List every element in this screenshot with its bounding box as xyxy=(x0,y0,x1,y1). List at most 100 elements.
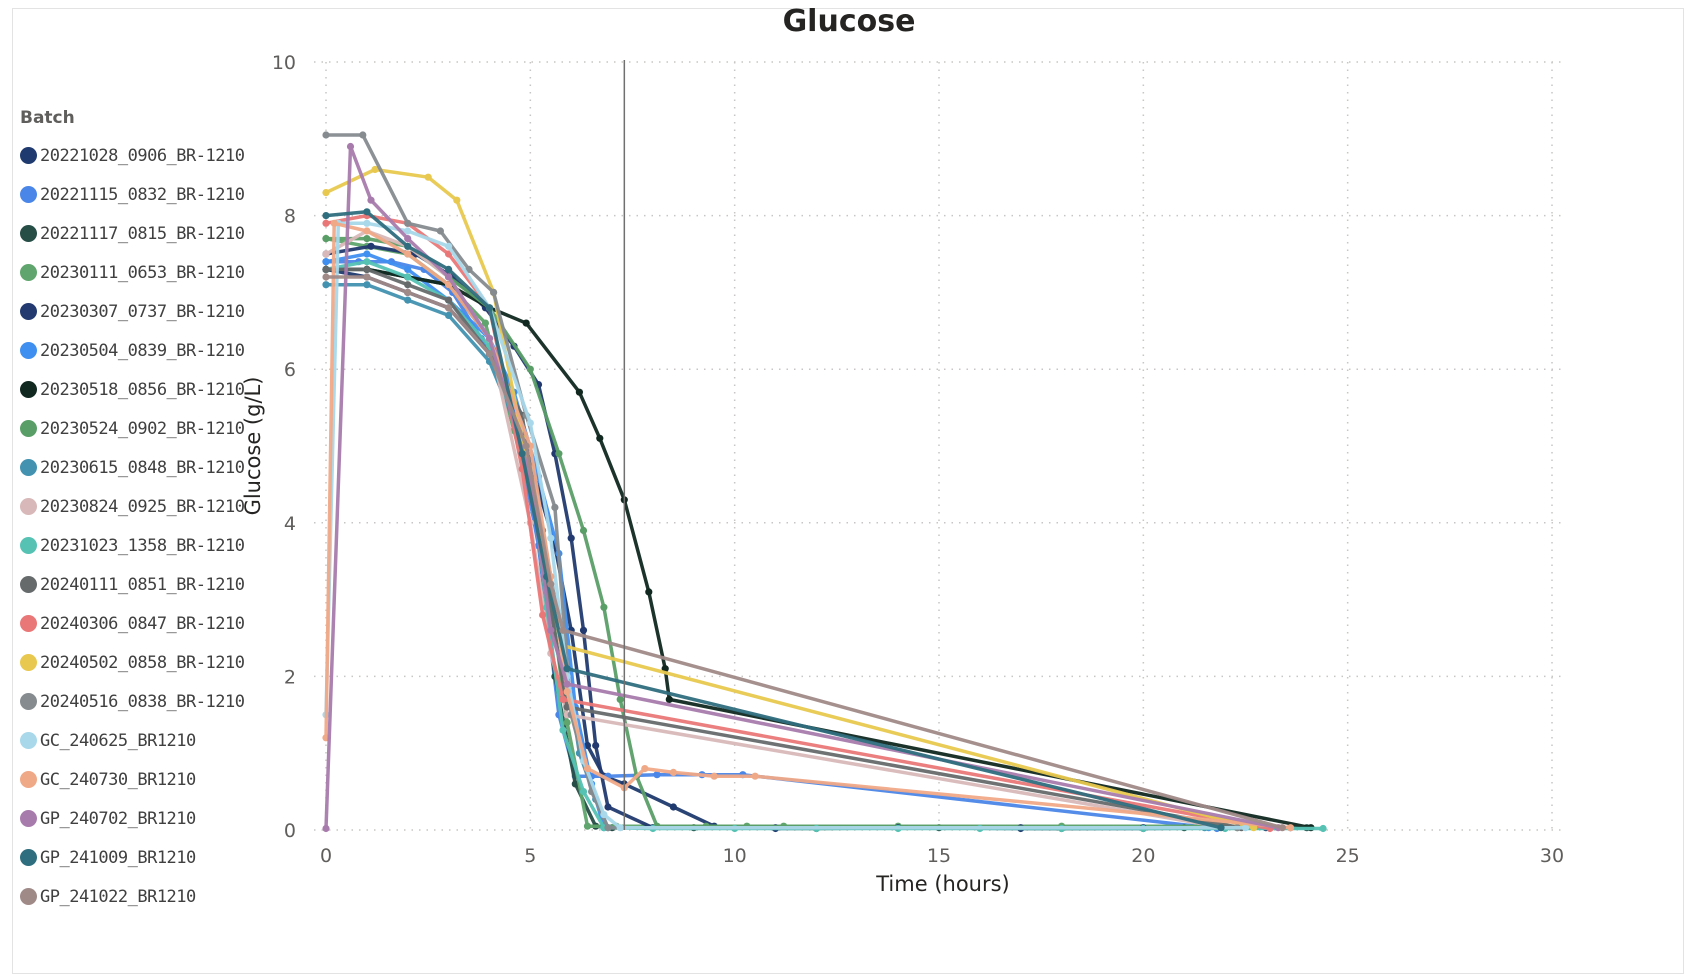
legend-label: 20221117_0815_BR-1210 xyxy=(40,223,245,244)
series-point xyxy=(322,219,330,227)
series-line-14 xyxy=(324,133,1240,830)
chart-frame xyxy=(12,8,1684,974)
series-point xyxy=(445,265,453,273)
series-point xyxy=(404,250,412,258)
series-point xyxy=(424,173,432,181)
legend-item[interactable]: 20231023_1358_BR-1210 xyxy=(20,526,245,565)
legend-item[interactable]: 20230518_0856_BR-1210 xyxy=(20,370,245,409)
legend-item[interactable]: GC_240730_BR1210 xyxy=(20,760,244,799)
x-tick-label: 10 xyxy=(723,845,747,867)
series-point xyxy=(559,695,567,704)
series-point xyxy=(322,212,330,220)
legend-marker xyxy=(20,537,37,554)
series-point xyxy=(579,626,588,634)
series-point xyxy=(436,227,444,235)
series-point xyxy=(363,281,371,289)
legend-item[interactable]: GP_241009_BR1210 xyxy=(20,838,244,877)
legend-marker xyxy=(20,147,37,164)
legend-item[interactable]: 20230307_0737_BR-1210 xyxy=(20,292,245,331)
legend-label: 20240306_0847_BR-1210 xyxy=(40,613,245,634)
series-point xyxy=(555,450,563,458)
legend-marker xyxy=(20,654,37,671)
series-point xyxy=(583,741,592,750)
legend-label: 20240111_0851_BR-1210 xyxy=(40,574,245,595)
series-point xyxy=(322,265,330,273)
series-point xyxy=(1278,824,1286,832)
series-point xyxy=(481,319,489,327)
legend-label: GP_241009_BR1210 xyxy=(40,847,196,868)
legend-item[interactable]: GP_240702_BR1210 xyxy=(20,799,244,838)
series-point xyxy=(367,196,375,204)
legend-label: 20240516_0838_BR-1210 xyxy=(40,691,245,712)
series-point xyxy=(575,388,584,396)
series-point xyxy=(1217,824,1225,832)
series-point xyxy=(567,534,575,542)
series-point xyxy=(559,726,567,734)
legend-item[interactable]: 20240111_0851_BR-1210 xyxy=(20,565,245,604)
legend-item[interactable]: 20230111_0653_BR-1210 xyxy=(20,253,245,292)
series-point xyxy=(563,665,571,673)
legend-item[interactable]: 20230524_0902_BR-1210 xyxy=(20,409,245,448)
series-point xyxy=(551,503,559,511)
series-point xyxy=(563,680,571,688)
legend-label: GP_241022_BR1210 xyxy=(40,886,196,907)
legend-marker xyxy=(20,732,37,749)
series-point xyxy=(363,265,371,273)
series-point xyxy=(592,741,600,750)
series-point xyxy=(322,131,330,139)
series-point xyxy=(363,208,371,216)
series-point xyxy=(404,265,412,273)
series-point xyxy=(322,824,330,833)
legend-item[interactable]: 20221028_0906_BR-1210 xyxy=(20,136,245,175)
legend-marker xyxy=(20,303,37,320)
series-point xyxy=(616,695,624,704)
series-point xyxy=(346,142,355,151)
series-point xyxy=(526,419,534,427)
series-point xyxy=(445,304,453,312)
legend-label: 20230824_0925_BR-1210 xyxy=(40,496,245,517)
legend-item[interactable]: 20230615_0848_BR-1210 xyxy=(20,448,245,487)
series-point xyxy=(359,131,367,139)
series-point xyxy=(322,235,330,243)
legend-item[interactable]: GP_241022_BR1210 xyxy=(20,877,244,916)
series-point xyxy=(547,534,555,542)
series-point xyxy=(322,250,330,258)
legend-marker xyxy=(20,693,37,710)
y-tick-label: 10 xyxy=(272,52,296,74)
legend-item[interactable]: 20230504_0839_BR-1210 xyxy=(20,331,245,370)
series-point xyxy=(563,688,571,696)
legend-item[interactable]: 20240516_0838_BR-1210 xyxy=(20,682,245,721)
legend-item[interactable]: 20230824_0925_BR-1210 xyxy=(20,487,245,526)
series-point xyxy=(322,273,330,281)
series-point xyxy=(600,603,608,611)
x-axis-title: Time (hours) xyxy=(875,872,1010,896)
series-point xyxy=(404,219,412,227)
series-point xyxy=(547,580,555,588)
legend-marker xyxy=(20,186,37,203)
y-tick-label: 6 xyxy=(284,359,296,381)
legend-marker xyxy=(20,381,37,398)
series-point xyxy=(1241,824,1250,832)
legend-item[interactable]: 20240502_0858_BR-1210 xyxy=(20,643,245,682)
series-point xyxy=(1286,824,1295,832)
series-point xyxy=(404,235,412,243)
series-point xyxy=(445,281,453,289)
series-point xyxy=(363,227,371,235)
series-point xyxy=(604,824,612,832)
legend-label: 20221028_0906_BR-1210 xyxy=(40,145,245,166)
legend-item[interactable]: GC_240625_BR1210 xyxy=(20,721,244,760)
legend-marker xyxy=(20,420,37,437)
legend-marker xyxy=(20,459,37,476)
series-point xyxy=(404,273,412,281)
legend-item[interactable]: 20240306_0847_BR-1210 xyxy=(20,604,245,643)
series-point xyxy=(559,626,567,634)
legend-label: GP_240702_BR1210 xyxy=(40,808,196,829)
series-point xyxy=(322,189,330,197)
legend-item[interactable]: 20221117_0815_BR-1210 xyxy=(20,214,245,253)
legend-label: 20230111_0653_BR-1210 xyxy=(40,262,245,283)
legend-item[interactable]: 20221115_0832_BR-1210 xyxy=(20,175,245,214)
x-tick-label: 0 xyxy=(320,845,332,867)
series-point xyxy=(404,227,412,235)
series-point xyxy=(604,803,612,811)
